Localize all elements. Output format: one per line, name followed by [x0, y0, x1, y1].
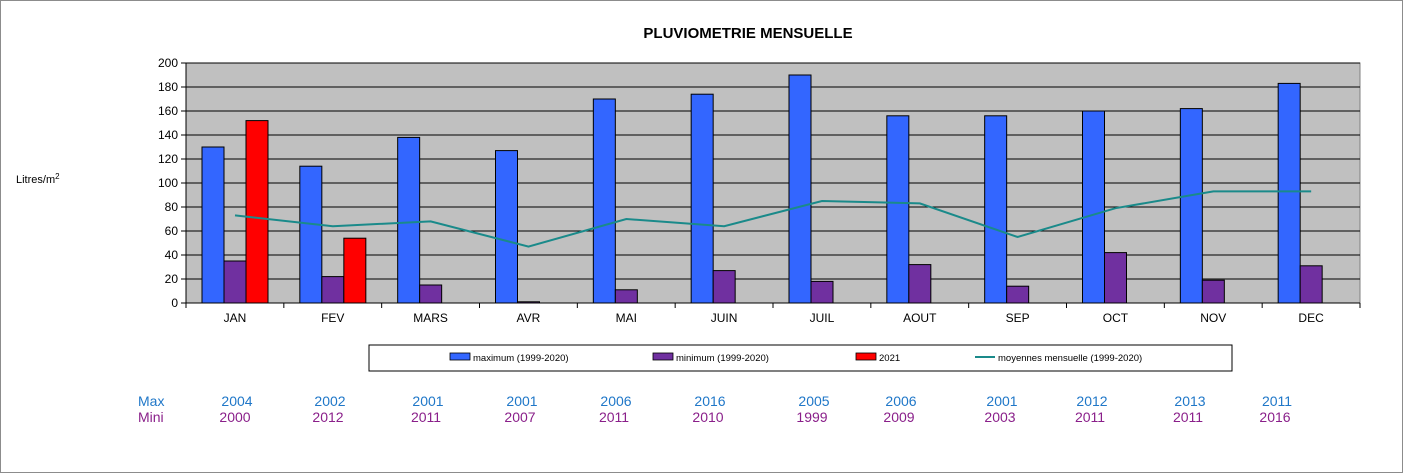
y-tick-label: 80	[165, 200, 179, 214]
y-axis-label-text: Litres/m	[16, 174, 55, 186]
y-tick-label: 200	[158, 56, 178, 70]
y-axis-label: Litres/m2	[16, 172, 60, 186]
years-table: Max Mini 2004 2002 2001 2001 2006 2016 2005 200…	[138, 393, 1292, 425]
bar-minimum-jan	[223, 260, 247, 304]
y-tick-label: 60	[165, 224, 179, 238]
legend-swatch-2021	[855, 352, 877, 361]
bar-2021-fev	[343, 237, 367, 304]
bar-maximum-mai	[592, 98, 616, 304]
min-year-sep: 2003	[984, 409, 1015, 425]
bar-maximum-fev	[299, 165, 323, 304]
bar-minimum-mai	[614, 289, 638, 304]
min-year-mai: 2011	[599, 409, 629, 425]
max-year-dec: 2011	[1262, 393, 1292, 409]
bar-maximum-oct	[1082, 110, 1105, 304]
min-year-nov: 2011	[1173, 409, 1203, 425]
x-tick-label-nov: NOV	[1200, 311, 1226, 325]
bar-maximum-avr	[495, 150, 518, 304]
legend-label-maximum: maximum (1999-2020)	[473, 353, 569, 364]
min-year-oct: 2011	[1075, 409, 1105, 425]
min-year-aout: 2009	[883, 409, 914, 425]
y-tick-label: 0	[171, 296, 178, 310]
min-year-mars: 2011	[411, 409, 441, 425]
bar-maximum-jan	[201, 146, 225, 304]
legend-swatch-maximum	[449, 352, 471, 361]
bar-maximum-juil	[788, 74, 812, 304]
x-tick-label-dec: DEC	[1298, 311, 1324, 325]
bar-minimum-juin	[712, 270, 736, 304]
bar-minimum-aout	[908, 264, 932, 304]
max-year-fev: 2002	[314, 393, 345, 409]
bar-minimum-dec	[1299, 265, 1323, 304]
max-year-avr: 2001	[506, 393, 537, 409]
average-line-group	[234, 190, 1312, 248]
y-tick-label: 20	[165, 272, 179, 286]
min-year-avr: 2007	[504, 409, 535, 425]
y-tick-label: 180	[158, 80, 178, 94]
bars-group	[201, 74, 1323, 304]
y-axis-label-superscript: 2	[55, 172, 60, 181]
bar-maximum-mars	[397, 136, 421, 304]
y-tick-label: 100	[158, 176, 178, 190]
max-year-mai: 2006	[600, 393, 631, 409]
axes	[185, 63, 1361, 308]
max-year-oct: 2012	[1076, 393, 1107, 409]
x-tick-labels: JAN FEV MARS AVR MAI JUIN JUIL AOUT SEP OCT NOV DEC	[224, 311, 1325, 325]
x-tick-label-juin: JUIN	[711, 311, 738, 325]
bar-2021-jan	[245, 120, 269, 304]
min-year-juil: 1999	[796, 409, 827, 425]
min-year-dec: 2016	[1259, 409, 1290, 425]
bar-maximum-juin	[690, 93, 714, 304]
average-line	[234, 190, 1312, 248]
legend-label-minimum: minimum (1999-2020)	[676, 353, 769, 364]
bar-minimum-fev	[321, 276, 345, 304]
grid-lines	[181, 62, 1360, 304]
x-tick-label-sep: SEP	[1006, 311, 1030, 325]
x-tick-label-juil: JUIL	[810, 311, 835, 325]
bar-maximum-sep	[984, 115, 1008, 304]
x-tick-label-aout: AOUT	[903, 311, 937, 325]
bar-minimum-mars	[419, 284, 443, 304]
x-tick-label-mars: MARS	[413, 311, 448, 325]
legend-label-average: moyennes mensuelle (1999-2020)	[998, 353, 1142, 364]
min-year-juin: 2010	[692, 409, 723, 425]
min-year-fev: 2012	[312, 409, 343, 425]
x-tick-label-fev: FEV	[321, 311, 344, 325]
min-row-label: Mini	[138, 409, 164, 425]
bar-maximum-aout	[886, 115, 910, 304]
max-row-label: Max	[138, 393, 164, 409]
bar-minimum-sep	[1006, 285, 1030, 304]
y-tick-labels: 0 20 40 60 80 100 120 140 160 180 200	[158, 56, 178, 310]
y-tick-label: 40	[165, 248, 179, 262]
max-year-mars: 2001	[412, 393, 443, 409]
bar-minimum-juil	[810, 280, 834, 304]
x-tick-label-mai: MAI	[616, 311, 637, 325]
chart-title: PLUVIOMETRIE MENSUELLE	[643, 25, 852, 42]
legend-swatch-minimum	[652, 352, 674, 361]
bar-maximum-nov	[1179, 108, 1203, 304]
y-tick-label: 120	[158, 152, 178, 166]
max-year-aout: 2006	[885, 393, 916, 409]
legend-box	[368, 344, 1233, 372]
min-year-jan: 2000	[219, 409, 250, 425]
bar-minimum-oct	[1104, 252, 1127, 304]
max-year-sep: 2001	[986, 393, 1017, 409]
y-tick-label: 140	[158, 128, 178, 142]
x-tick-label-avr: AVR	[517, 311, 541, 325]
max-year-juin: 2016	[694, 393, 725, 409]
y-tick-label: 160	[158, 104, 178, 118]
max-year-jan: 2004	[221, 393, 252, 409]
legend: maximum (1999-2020) minimum (1999-2020) 20…	[368, 344, 1233, 372]
max-year-nov: 2013	[1174, 393, 1205, 409]
x-tick-label-oct: OCT	[1103, 311, 1129, 325]
bar-maximum-dec	[1277, 82, 1301, 304]
legend-label-2021: 2021	[879, 353, 900, 364]
x-tick-label-jan: JAN	[224, 311, 247, 325]
bar-minimum-nov	[1201, 279, 1225, 304]
max-year-juil: 2005	[798, 393, 829, 409]
